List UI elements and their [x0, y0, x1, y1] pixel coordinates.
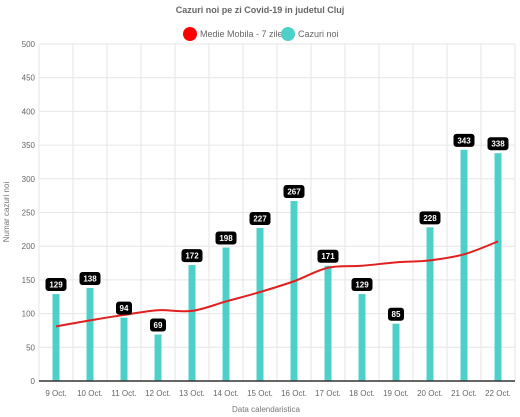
x-tick-label: 9 Oct. [45, 389, 66, 398]
legend: Medie Mobila - 7 zile Cazuri noi [183, 27, 339, 41]
data-label-box [181, 249, 203, 263]
data-label: 343 [457, 136, 471, 145]
y-tick-label: 400 [22, 107, 36, 116]
data-label: 172 [185, 252, 199, 261]
bar[interactable] [426, 227, 434, 381]
data-label: 228 [423, 214, 437, 223]
data-label: 171 [321, 252, 335, 261]
data-label-box [317, 249, 339, 263]
legend-swatch-new-cases [281, 27, 295, 41]
bar[interactable] [392, 323, 400, 381]
x-tick-label: 17 Oct. [315, 389, 341, 398]
data-label-box [283, 185, 305, 199]
data-label-box [388, 307, 404, 321]
bar[interactable] [256, 228, 264, 381]
y-tick-label: 450 [22, 74, 36, 83]
bar[interactable] [154, 334, 162, 381]
y-tick-label: 50 [26, 343, 35, 352]
y-tick-label: 100 [22, 310, 36, 319]
bar[interactable] [460, 149, 468, 381]
y-tick-label: 200 [22, 242, 36, 251]
y-tick-label: 500 [22, 40, 36, 49]
y-tick-label: 250 [22, 209, 36, 218]
data-label-box [351, 278, 373, 292]
x-tick-label: 20 Oct. [417, 389, 443, 398]
x-tick-label: 18 Oct. [349, 389, 375, 398]
bar[interactable] [290, 201, 298, 381]
gridlines [38, 43, 516, 382]
x-axis-title: Data calendaristica [232, 405, 301, 414]
bar[interactable] [120, 317, 128, 381]
data-label: 129 [355, 281, 369, 290]
bars [52, 149, 502, 381]
x-tick-label: 15 Oct. [247, 389, 273, 398]
y-tick-label: 350 [22, 141, 36, 150]
legend-item-moving-average[interactable]: Medie Mobila - 7 zile [183, 27, 283, 41]
bar[interactable] [86, 287, 94, 381]
data-label: 85 [392, 310, 401, 319]
x-tick-label: 11 Oct. [111, 389, 136, 398]
legend-label-new-cases: Cazuri noi [298, 29, 339, 39]
chart-title: Cazuri noi pe zi Covid-19 in judetul Clu… [176, 5, 345, 15]
data-label-box [487, 137, 509, 151]
x-tick-label: 13 Oct. [179, 389, 205, 398]
legend-item-new-cases[interactable]: Cazuri noi [281, 27, 339, 41]
data-label: 94 [120, 304, 129, 313]
x-tick-label: 16 Oct. [281, 389, 307, 398]
data-label: 138 [83, 274, 97, 283]
data-label-box [215, 231, 237, 245]
bar[interactable] [494, 153, 502, 381]
x-tick-label: 14 Oct. [213, 389, 239, 398]
data-label: 227 [253, 215, 267, 224]
data-label-box [45, 278, 67, 292]
data-label-box [453, 133, 475, 147]
bar[interactable] [52, 294, 60, 381]
x-tick-label: 19 Oct. [383, 389, 409, 398]
x-tick-label: 12 Oct. [145, 389, 171, 398]
x-tick-label: 22 Oct. [485, 389, 511, 398]
legend-label-moving-average: Medie Mobila - 7 zile [200, 29, 283, 39]
data-label: 69 [154, 321, 163, 330]
y-tick-label: 300 [22, 175, 36, 184]
y-axis-title: Numar cazuri noi [2, 182, 11, 243]
data-label-box [249, 212, 271, 226]
x-tick-label: 10 Oct. [77, 389, 103, 398]
data-label: 198 [219, 234, 233, 243]
bar[interactable] [188, 265, 196, 381]
y-tick-label: 150 [22, 276, 36, 285]
y-tick-label: 0 [31, 377, 36, 386]
bar[interactable] [358, 294, 366, 381]
data-label: 267 [287, 188, 301, 197]
data-label-box [150, 318, 166, 332]
data-label: 338 [491, 140, 505, 149]
x-axis-ticks: 9 Oct. 10 Oct. 11 Oct. 12 Oct. 13 Oct. 14 Oct… [45, 389, 511, 398]
x-tick-label: 21 Oct. [451, 389, 477, 398]
data-label-box [116, 301, 132, 315]
legend-swatch-moving-average [183, 27, 197, 41]
y-axis-ticks: 0 50 100 150 200 250 300 350 400 450 500 [22, 40, 36, 386]
bar[interactable] [222, 247, 230, 381]
bar[interactable] [324, 265, 332, 381]
data-label-box [79, 271, 101, 285]
data-labels: 129 138 94 69 172 198 227 267 171 129 85 228 343 338 [45, 133, 509, 332]
data-label: 129 [49, 281, 63, 290]
data-label-box [419, 211, 441, 225]
